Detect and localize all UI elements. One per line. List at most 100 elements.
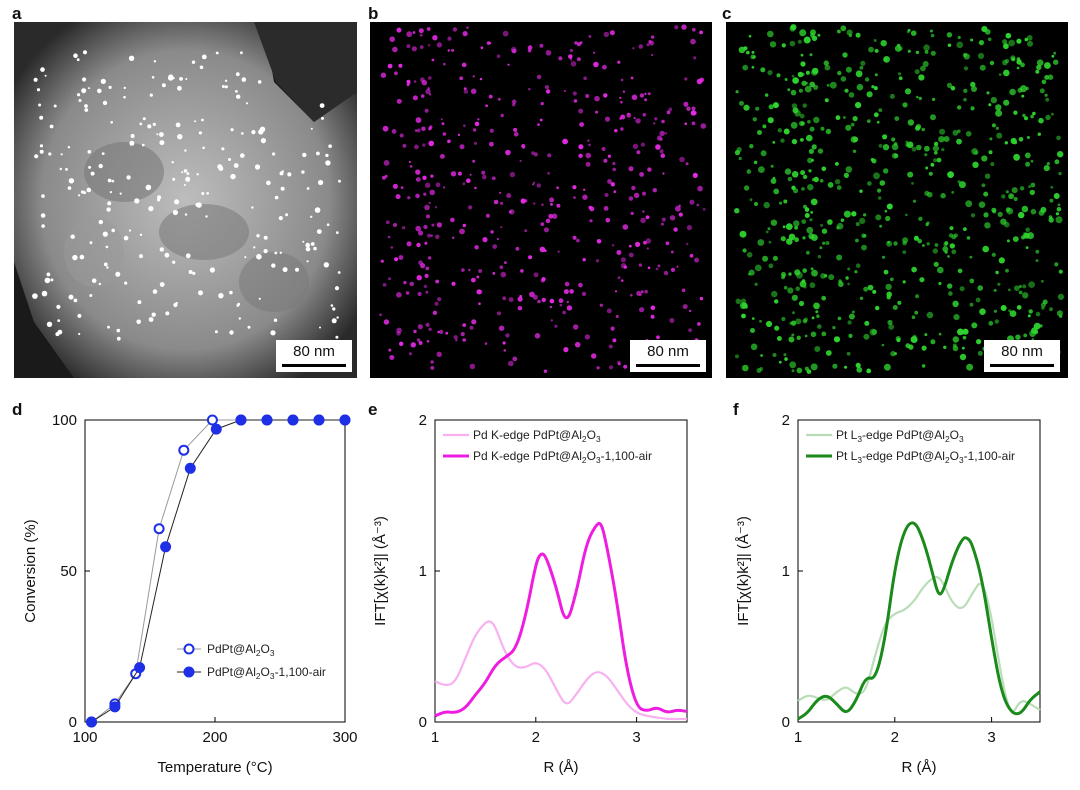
eds-signal-dot [428, 76, 432, 80]
eds-signal-dot [943, 345, 947, 349]
eds-signal-dot [639, 172, 644, 177]
eds-signal-dot [840, 25, 847, 32]
eds-signal-dot [915, 125, 921, 131]
eds-signal-dot [810, 267, 814, 271]
nanoparticle [194, 120, 197, 123]
eds-signal-dot [442, 186, 446, 189]
eds-signal-dot [520, 269, 524, 273]
eds-signal-dot [627, 112, 630, 115]
eds-signal-dot [995, 104, 1002, 111]
eds-signal-dot [451, 48, 455, 52]
eds-signal-dot [993, 309, 997, 313]
y-tick-label: 50 [60, 563, 77, 580]
eds-signal-dot [813, 302, 820, 310]
eds-signal-dot [971, 322, 978, 329]
eds-signal-dot [809, 218, 813, 222]
eds-signal-dot [659, 137, 663, 141]
eds-signal-dot [390, 246, 394, 249]
scale-bar-line [990, 364, 1054, 367]
eds-signal-dot [798, 300, 805, 307]
eds-signal-dot [1003, 221, 1010, 228]
eds-signal-dot [806, 369, 812, 374]
eds-signal-dot [920, 65, 926, 72]
nanoparticle [48, 152, 52, 156]
eds-signal-dot [947, 255, 950, 258]
eds-signal-dot [988, 103, 992, 107]
eds-signal-dot [387, 63, 393, 69]
eds-signal-dot [889, 93, 895, 99]
eds-signal-dot [783, 285, 788, 290]
eds-signal-dot [617, 60, 621, 64]
eds-signal-dot [1018, 137, 1024, 142]
eds-signal-dot [398, 63, 403, 68]
eds-signal-dot [970, 38, 974, 42]
eds-signal-dot [428, 327, 432, 331]
eds-signal-dot [873, 112, 879, 118]
eds-signal-dot [998, 257, 1005, 264]
eds-signal-dot [850, 136, 858, 143]
eds-signal-dot [1028, 281, 1035, 288]
eds-signal-dot [1005, 268, 1009, 273]
eds-signal-dot [425, 322, 430, 327]
nanoparticle [217, 164, 223, 170]
nanoparticle [229, 290, 233, 295]
eds-signal-dot [977, 350, 983, 356]
nanoparticle [100, 78, 106, 84]
eds-signal-dot [602, 64, 607, 70]
eds-signal-dot [692, 27, 696, 32]
eds-signal-dot [576, 238, 580, 243]
eds-signal-dot [802, 103, 807, 108]
eds-signal-dot [459, 76, 464, 81]
eds-signal-dot [644, 92, 647, 96]
eds-signal-dot [778, 360, 782, 364]
nanoparticle [159, 247, 164, 252]
plot-frame [434, 419, 688, 723]
nanoparticle [316, 229, 322, 235]
eds-signal-dot [466, 178, 471, 183]
eds-signal-dot [445, 331, 449, 335]
eds-signal-dot [572, 235, 577, 240]
nanoparticle [80, 190, 85, 194]
x-tick-label: 300 [332, 729, 357, 746]
eds-signal-dot [491, 176, 496, 181]
eds-signal-dot [940, 193, 946, 199]
eds-signal-dot [620, 257, 626, 263]
eds-signal-dot [686, 242, 689, 246]
nanoparticle [172, 260, 176, 264]
eds-signal-dot [904, 88, 912, 95]
eds-signal-dot [633, 117, 636, 120]
eds-signal-dot [416, 177, 421, 182]
eds-signal-dot [605, 217, 611, 223]
y-tick-label: 2 [419, 412, 427, 429]
eds-signal-dot [946, 32, 953, 38]
eds-signal-dot [876, 120, 880, 124]
eds-signal-dot [808, 233, 815, 240]
eds-signal-dot [429, 189, 435, 196]
nanoparticle [230, 128, 234, 132]
eds-signal-dot [837, 70, 842, 76]
eds-signal-dot [882, 134, 888, 140]
eds-signal-dot [953, 314, 960, 321]
eds-signal-dot [918, 96, 922, 101]
eds-signal-dot [660, 153, 666, 158]
eds-signal-dot [681, 288, 686, 293]
eds-signal-dot [1025, 227, 1030, 233]
eds-signal-dot [691, 121, 696, 126]
eds-signal-dot [407, 196, 411, 200]
eds-signal-dot [1013, 140, 1018, 145]
eds-signal-dot [549, 298, 555, 304]
eds-signal-dot [601, 147, 606, 151]
eds-signal-dot [696, 78, 703, 85]
nanoparticle [139, 122, 143, 126]
eds-signal-dot [835, 115, 841, 121]
eds-signal-dot [557, 250, 560, 253]
eds-signal-dot [593, 61, 599, 68]
eds-signal-dot [435, 279, 440, 284]
eds-signal-dot [942, 246, 949, 253]
eds-signal-dot [770, 219, 778, 226]
nanoparticle [101, 152, 105, 156]
eds-signal-dot [1055, 216, 1063, 224]
nanoparticle [319, 326, 321, 329]
eds-signal-dot [432, 310, 438, 315]
nanoparticle [152, 289, 158, 294]
